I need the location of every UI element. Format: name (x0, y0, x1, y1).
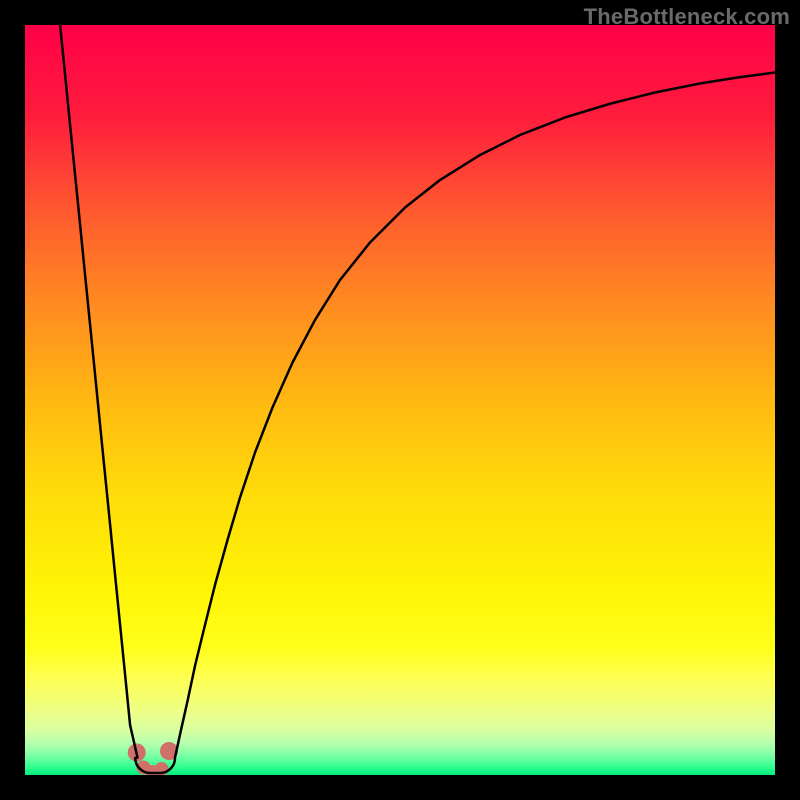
attribution-label: TheBottleneck.com (584, 4, 790, 30)
chart-stage: TheBottleneck.com (0, 0, 800, 800)
bottleneck-chart (0, 0, 800, 800)
plot-background-gradient (25, 25, 775, 775)
